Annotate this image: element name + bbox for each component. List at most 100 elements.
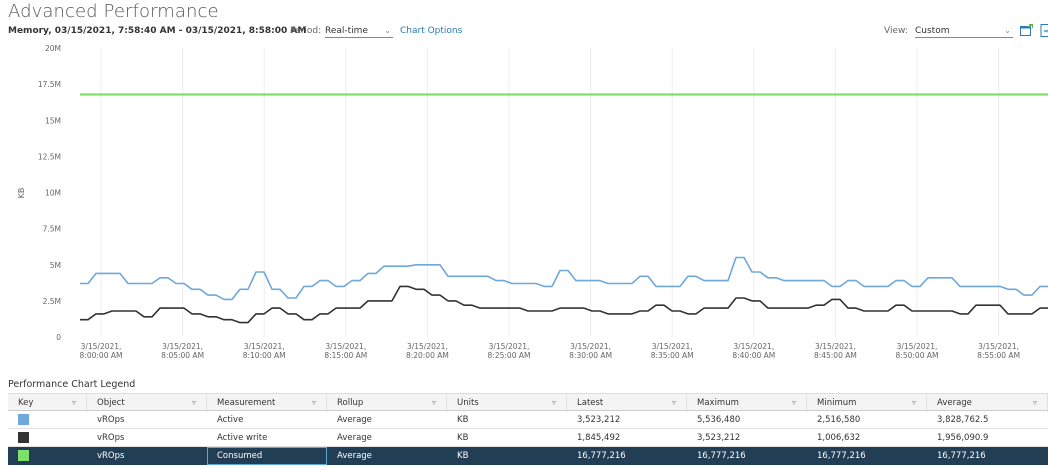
- export-icon[interactable]: [1040, 24, 1048, 37]
- x-tick-label-time: 8:40:00 AM: [732, 351, 775, 360]
- rollup-cell: Average: [337, 415, 372, 425]
- measurement-cell: Active write: [217, 433, 268, 443]
- object-cell: vROps: [97, 433, 125, 443]
- chart-gridlines: [100, 48, 1000, 337]
- legend-row-active-write[interactable]: vROps Active write Average KB 1,845,492 …: [8, 429, 1048, 447]
- key-swatch: [18, 450, 29, 461]
- key-cell: [8, 429, 87, 447]
- y-tick-label: 0: [56, 333, 61, 342]
- column-header-units[interactable]: Units ▿: [447, 394, 567, 412]
- x-tick-label-date: 3/15/2021,: [978, 342, 1019, 351]
- view-label: View:: [884, 26, 908, 36]
- x-tick-label-time: 8:35:00 AM: [651, 351, 694, 360]
- y-tick-label: 12.5M: [38, 152, 61, 161]
- y-axis-label: KB: [17, 188, 26, 199]
- view-value: Custom: [915, 26, 950, 36]
- new-view-icon[interactable]: [1020, 24, 1033, 36]
- latest-cell: 16,777,216: [577, 451, 626, 461]
- filter-icon[interactable]: ▿: [671, 398, 676, 407]
- object-cell: vROps: [97, 415, 125, 425]
- minimum-cell: 16,777,216: [817, 451, 866, 461]
- performance-chart: 0 2.5M 5M 7.5M 10M 12.5M 15M 17.5M 20M KB 3/15/2…: [17, 44, 1048, 360]
- filter-icon[interactable]: ▿: [311, 398, 316, 407]
- maximum-cell: 5,536,480: [697, 415, 741, 425]
- view-dropdown[interactable]: Custom ⌄: [915, 24, 1013, 38]
- key-cell: [8, 411, 87, 429]
- filter-icon[interactable]: ▿: [191, 398, 196, 407]
- latest-cell: 1,845,492: [577, 433, 621, 443]
- period-value: Real-time: [325, 26, 368, 36]
- average-cell: 1,956,090.9: [937, 433, 989, 443]
- page-title: Advanced Performance: [8, 1, 219, 22]
- period-dropdown[interactable]: Real-time ⌄: [325, 24, 393, 38]
- legend-row-active[interactable]: vROps Active Average KB 3,523,212 5,536,…: [8, 411, 1048, 429]
- y-tick-label: 7.5M: [43, 225, 61, 234]
- minimum-cell: 1,006,632: [817, 433, 861, 443]
- x-tick-label-date: 3/15/2021,: [652, 342, 693, 351]
- column-header-rollup[interactable]: Rollup ▿: [327, 394, 447, 412]
- column-header-latest[interactable]: Latest ▿: [567, 394, 687, 412]
- chart-options-link[interactable]: Chart Options: [400, 26, 463, 36]
- x-tick-label-date: 3/15/2021,: [489, 342, 530, 351]
- x-tick-label-date: 3/15/2021,: [325, 342, 366, 351]
- chart-series: [80, 93, 1048, 324]
- filter-icon[interactable]: ▿: [791, 398, 796, 407]
- minimum-cell: 2,516,580: [817, 415, 861, 425]
- filter-icon[interactable]: ▿: [431, 398, 436, 407]
- latest-cell: 3,523,212: [577, 415, 621, 425]
- filter-icon[interactable]: ▿: [551, 398, 556, 407]
- legend-title: Performance Chart Legend: [8, 379, 136, 390]
- x-tick-label-date: 3/15/2021,: [815, 342, 856, 351]
- maximum-cell: 16,777,216: [697, 451, 746, 461]
- y-axis: 0 2.5M 5M 7.5M 10M 12.5M 15M 17.5M 20M: [38, 44, 61, 342]
- chart-subtitle: Memory, 03/15/2021, 7:58:40 AM - 03/15/2…: [8, 26, 307, 36]
- column-label: Key: [18, 398, 34, 408]
- column-header-average[interactable]: Average ▿: [927, 394, 1048, 412]
- x-tick-label-time: 8:00:00 AM: [80, 351, 123, 360]
- units-cell: KB: [457, 433, 469, 443]
- column-label: Maximum: [697, 398, 739, 408]
- x-tick-label-date: 3/15/2021,: [244, 342, 285, 351]
- x-tick-label-date: 3/15/2021,: [897, 342, 938, 351]
- x-tick-label-date: 3/15/2021,: [733, 342, 774, 351]
- y-tick-label: 10M: [45, 189, 61, 198]
- filter-icon[interactable]: ▿: [911, 398, 916, 407]
- x-tick-label-time: 8:30:00 AM: [569, 351, 612, 360]
- column-header-maximum[interactable]: Maximum ▿: [687, 394, 807, 412]
- x-tick-label-time: 8:15:00 AM: [324, 351, 367, 360]
- object-cell: vROps: [97, 451, 125, 461]
- filter-icon[interactable]: ▿: [1032, 398, 1037, 407]
- y-tick-label: 15M: [45, 116, 61, 125]
- rollup-cell: Average: [337, 433, 372, 443]
- column-label: Latest: [577, 398, 604, 408]
- rollup-cell: Average: [337, 451, 372, 461]
- units-cell: KB: [457, 451, 469, 461]
- measurement-cell: Active: [217, 415, 244, 425]
- y-tick-label: 17.5M: [38, 80, 61, 89]
- x-tick-label-date: 3/15/2021,: [570, 342, 611, 351]
- column-header-key[interactable]: Key ▿: [8, 394, 87, 412]
- y-tick-label: 20M: [45, 44, 61, 53]
- column-header-minimum[interactable]: Minimum ▿: [807, 394, 927, 412]
- chevron-down-icon: ⌄: [384, 26, 391, 35]
- filter-icon[interactable]: ▿: [71, 398, 76, 407]
- column-header-measurement[interactable]: Measurement ▿: [207, 394, 327, 412]
- series-line-active-write: [80, 285, 1048, 324]
- column-label: Rollup: [337, 398, 364, 408]
- key-cell: [8, 447, 87, 465]
- x-tick-label-date: 3/15/2021,: [407, 342, 448, 351]
- column-label: Object: [97, 398, 125, 408]
- legend-table: Key ▿ Object ▿ Measurement ▿ Rollup ▿ Units ▿…: [8, 393, 1048, 465]
- x-tick-label-time: 8:55:00 AM: [977, 351, 1020, 360]
- column-label: Units: [457, 398, 479, 408]
- key-swatch: [18, 432, 29, 443]
- average-cell: 16,777,216: [937, 451, 986, 461]
- x-tick-label-time: 8:05:00 AM: [161, 351, 204, 360]
- period-label: Period:: [290, 26, 322, 36]
- average-cell: 3,828,762.5: [937, 415, 989, 425]
- column-header-object[interactable]: Object ▿: [87, 394, 207, 412]
- x-tick-label-time: 8:45:00 AM: [814, 351, 857, 360]
- legend-row-consumed[interactable]: vROps Consumed Average KB 16,777,216 16,…: [8, 447, 1048, 465]
- column-label: Average: [937, 398, 972, 408]
- chevron-down-icon: ⌄: [1004, 26, 1011, 35]
